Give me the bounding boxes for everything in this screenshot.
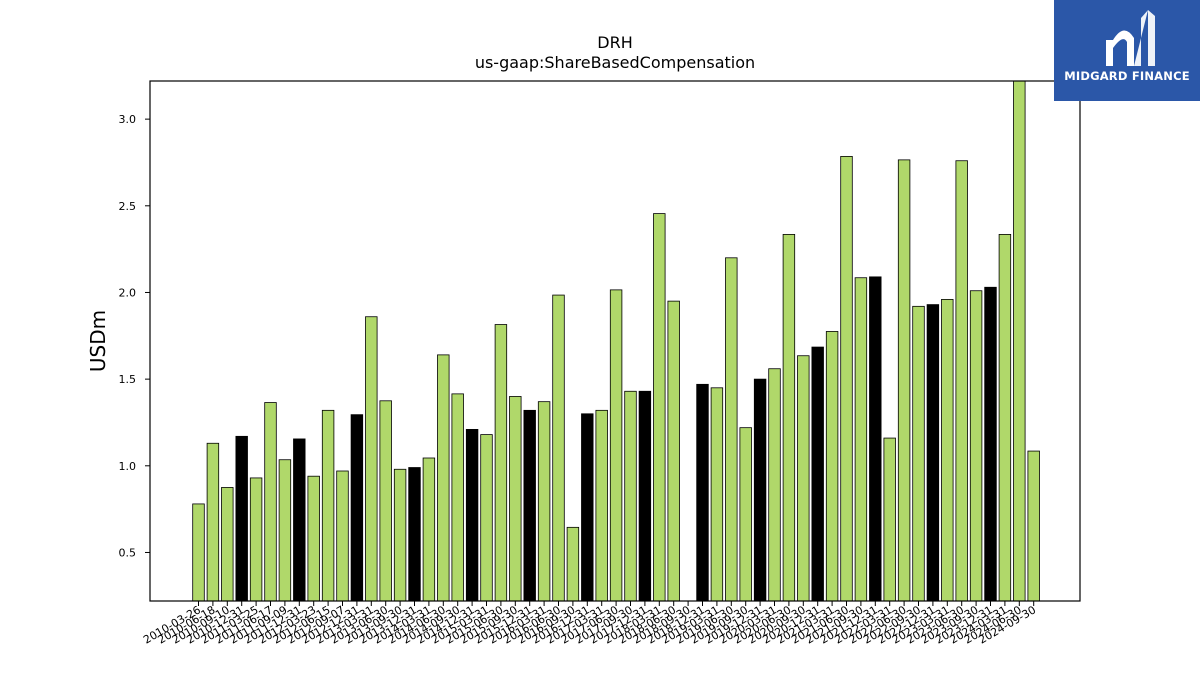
bar-2021-06-30 [840,155,853,602]
bar-2014-03-31 [422,457,436,602]
y-tick-label: 0.5 [119,546,137,559]
bar-2014-09-30 [451,393,464,602]
bar-2015-09-30 [509,396,522,602]
y-tick-label: 3.0 [119,113,137,126]
bar-2013-06-30 [379,400,392,602]
bar-2015-06-30 [494,324,508,602]
bar-2010-06-18 [206,442,220,602]
bar-2014-06-30 [437,354,450,602]
bar-2023-09-30 [969,290,983,602]
bar-2022-03-31 [883,437,896,602]
chart-title: DRH [597,33,632,52]
bar-2012-12-31 [350,414,364,602]
bar-2016-09-30 [566,526,580,602]
bars-group [192,80,1040,602]
bar-2022-12-31 [926,304,940,602]
bar-2019-06-30 [725,257,738,602]
bar-2023-12-31 [984,286,997,602]
midgard-logo-icon [1106,10,1155,66]
y-axis-label: USDm [86,310,110,372]
bar-2017-06-30 [609,289,623,602]
bar-2016-12-31 [581,413,594,602]
bar-2024-09-30 [1027,450,1040,602]
bar-2024-06-30 [1013,80,1026,602]
bar-2010-09-10 [221,487,234,602]
bar-2012-06-15 [321,409,335,602]
y-tick-label: 2.5 [119,200,137,213]
bar-2017-09-30 [624,390,637,602]
bar-2023-03-31 [941,298,954,602]
bar-2019-09-30 [739,427,752,602]
bar-2015-12-31 [523,409,536,602]
bar-2018-12-31 [696,383,709,602]
y-tick-label: 1.0 [119,460,137,473]
bar-2019-12-31 [753,378,767,602]
plot-frame [149,80,1081,602]
bar-2014-12-31 [465,428,479,602]
y-tick-label: 2.0 [119,286,137,299]
bar-2023-06-30 [955,160,968,602]
bar-2018-06-30 [667,300,680,602]
bar-2021-09-30 [854,277,868,602]
bar-2011-03-25 [249,477,263,602]
chart-subtitle: us-gaap:ShareBasedCompensation [475,53,755,72]
bar-2024-03-31 [998,233,1012,602]
logo-text: MIDGARD FINANCE [1064,69,1190,83]
y-tick-label: 1.5 [119,373,137,386]
bar-2010-12-31 [235,435,248,602]
bar-2013-09-30 [393,468,407,602]
bar-2011-09-09 [278,459,292,602]
bar-2017-12-31 [638,390,652,602]
bar-2022-09-30 [912,305,925,602]
bar-2022-06-30 [897,159,911,602]
bar-2011-12-31 [293,438,306,602]
midgard-finance-logo: MIDGARD FINANCE [1054,0,1200,101]
bar-2011-06-17 [264,402,277,602]
bar-2016-06-30 [552,294,565,602]
bar-2016-03-31 [537,401,551,602]
x-ticks-group: 2010-03-262010-06-182010-09-102010-12-31… [141,601,1038,647]
bar-2010-03-26 [192,503,205,602]
bar-2015-03-31 [480,434,493,602]
bar-2020-06-30 [782,233,796,602]
bar-2020-12-31 [811,346,824,602]
bar-2013-03-31 [365,316,378,602]
bar-2019-03-31 [710,387,724,602]
bar-2020-03-31 [768,368,781,602]
bar-2017-03-31 [595,409,608,602]
bar-2021-12-31 [869,276,882,602]
bar-2012-03-23 [307,475,320,602]
bar-2020-09-30 [797,355,810,602]
bar-2021-03-31 [825,331,839,602]
bar-2013-12-31 [408,467,421,602]
bar-2018-03-31 [653,213,666,602]
y-ticks-group: 0.5 1.0 1.5 2.0 2.5 3.0 [119,113,150,559]
bar-2012-09-07 [336,470,349,602]
